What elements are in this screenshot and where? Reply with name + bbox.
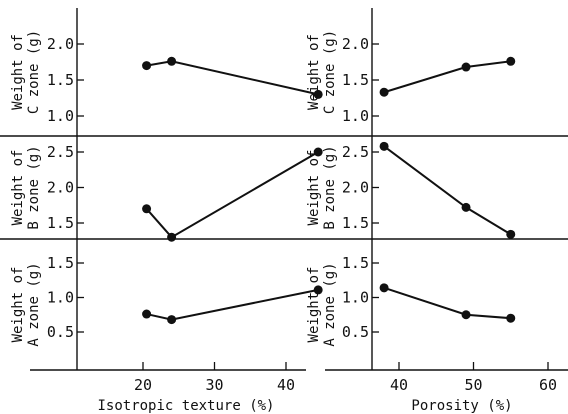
y-tick-label: 1.5 <box>47 254 74 272</box>
data-point <box>313 147 323 157</box>
y-tick-label: 2.5 <box>47 143 74 161</box>
y-tick-label: 1.5 <box>342 214 369 232</box>
data-point <box>506 229 516 239</box>
y-tick-label: 2.5 <box>342 143 369 161</box>
series-line <box>383 60 511 94</box>
data-point <box>379 283 389 293</box>
y-tick-label: 1.0 <box>342 107 369 125</box>
x-tick-label: 60 <box>539 376 557 394</box>
series-line <box>145 151 319 239</box>
data-point <box>313 285 323 295</box>
series-line <box>383 286 511 320</box>
y-axis-label: Weight of <box>10 150 26 226</box>
y-tick-label: 2.0 <box>342 35 369 53</box>
series-line <box>146 288 319 321</box>
data-point <box>461 202 471 212</box>
series-line <box>383 145 512 236</box>
panel-frames <box>0 8 568 371</box>
data-point <box>461 310 471 320</box>
y-tick-label: 2.0 <box>342 179 369 197</box>
y-axis-label: A zone (g) <box>322 262 338 346</box>
data-point <box>167 56 177 66</box>
y-tick-label: 0.5 <box>47 323 74 341</box>
data-point <box>461 62 471 72</box>
y-tick-label: 0.5 <box>342 323 369 341</box>
data-point <box>506 313 516 323</box>
y-axis-label: Weight of <box>10 267 26 343</box>
y-tick-label: 1.0 <box>47 107 74 125</box>
y-tick-label: 1.0 <box>342 289 369 307</box>
data-point <box>379 87 389 97</box>
data-point <box>313 89 323 99</box>
x-tick-label: 30 <box>205 376 223 394</box>
y-axis-label: B zone (g) <box>26 145 42 229</box>
x-tick-label: 20 <box>134 376 152 394</box>
y-axis-label: Weight of <box>306 267 322 343</box>
data-point <box>167 315 177 325</box>
x-axis-title: Isotropic texture (%) <box>97 398 274 414</box>
series-line <box>146 60 319 96</box>
data-point <box>142 309 152 319</box>
y-tick-label: 2.0 <box>47 35 74 53</box>
x-tick-label: 40 <box>390 376 408 394</box>
y-axis-label: A zone (g) <box>26 262 42 346</box>
y-tick-label: 1.5 <box>47 214 74 232</box>
y-axis-label: C zone (g) <box>26 30 42 114</box>
x-tick-label: 50 <box>464 376 482 394</box>
y-tick-label: 1.5 <box>342 254 369 272</box>
y-axis-label: Weight of <box>306 150 322 226</box>
data-point <box>506 56 516 66</box>
y-axis-label: C zone (g) <box>322 30 338 114</box>
x-axis-title: Porosity (%) <box>411 398 512 414</box>
data-point <box>142 61 152 71</box>
y-tick-label: 1.5 <box>47 71 74 89</box>
data-point <box>379 141 389 151</box>
y-tick-label: 1.0 <box>47 289 74 307</box>
data-point <box>167 232 177 242</box>
y-axis-label: Weight of <box>306 34 322 110</box>
data-point <box>142 204 152 214</box>
y-tick-label: 1.5 <box>342 71 369 89</box>
y-axis-label: Weight of <box>10 34 26 110</box>
y-axis-label: B zone (g) <box>322 145 338 229</box>
x-tick-label: 40 <box>277 376 295 394</box>
y-tick-label: 2.0 <box>47 179 74 197</box>
